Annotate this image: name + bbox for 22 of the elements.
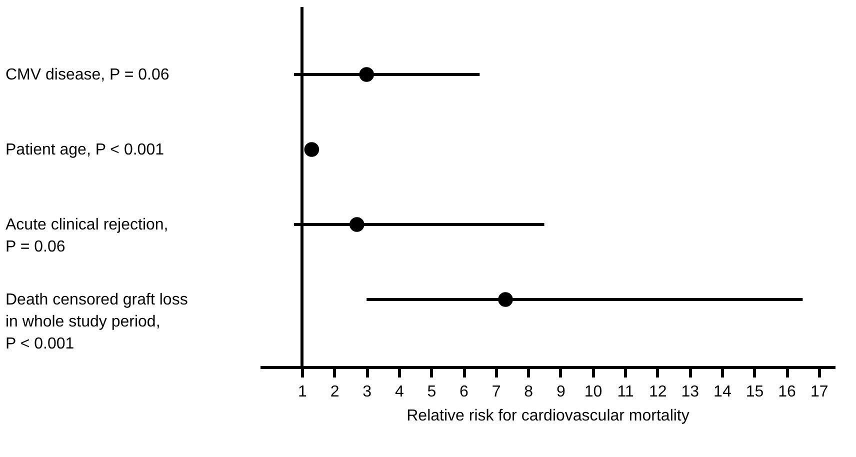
x-tick-label: 6 [460,384,469,400]
y-tick-label: Acute clinical rejection, P = 0.06 [6,216,168,256]
x-tick-label: 12 [648,384,667,400]
x-tick-label: 2 [330,384,340,400]
x-tick-label: 15 [746,384,764,400]
x-tick-label: 3 [362,384,372,400]
x-tick-label: 7 [492,384,501,400]
x-tick-label: 10 [584,384,602,400]
x-tick-label: 16 [778,384,796,400]
x-tick-label: 5 [427,384,436,400]
x-tick-label: 13 [681,384,700,400]
y-tick-label: CMV disease, P = 0.06 [6,66,170,84]
x-tick-label: 9 [556,384,566,400]
x-tick-label: 8 [524,384,534,400]
x-tick-label: 4 [394,384,404,400]
y-tick-label: Patient age, P < 0.001 [6,142,164,158]
x-tick-label: 17 [810,384,828,400]
x-tick-label: 11 [617,384,634,400]
y-tick-label: Death censored graft loss in whole study period, P < 0.001 [6,292,188,352]
x-axis-title: Relative risk for cardiovascular mortality [406,408,690,424]
x-tick-label: 1 [298,384,308,400]
x-tick-label: 14 [714,384,732,400]
